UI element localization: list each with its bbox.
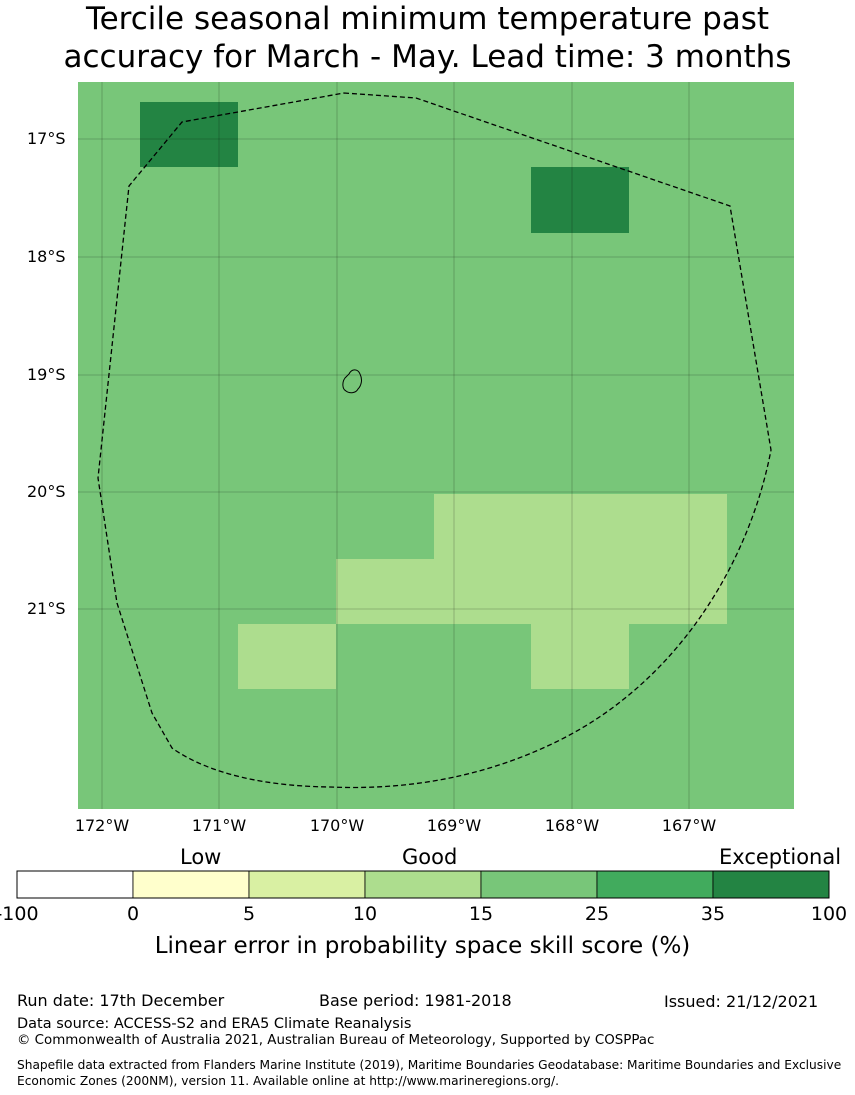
base-period: Base period: 1981-2018 bbox=[319, 991, 512, 1010]
grid-cell bbox=[336, 559, 727, 624]
grid-cell bbox=[727, 363, 794, 428]
colorbar-tick: -100 bbox=[0, 903, 39, 925]
lon-label-171w: 171°W bbox=[191, 816, 247, 835]
lon-label-170w: 170°W bbox=[309, 816, 365, 835]
grid-cell bbox=[78, 624, 238, 689]
grid-cell bbox=[531, 428, 727, 494]
category-low: Low bbox=[180, 845, 222, 869]
grid-cell bbox=[336, 624, 531, 689]
grid-cell bbox=[78, 559, 140, 624]
lat-label-20s: 20°S bbox=[27, 482, 66, 501]
colorbar-tick: 5 bbox=[242, 903, 256, 925]
island-outline bbox=[342, 369, 362, 394]
grid-cell bbox=[531, 624, 629, 689]
colorbar-tick: 25 bbox=[584, 903, 610, 925]
grid-cell bbox=[629, 624, 727, 689]
colorbar-tick: 15 bbox=[468, 903, 494, 925]
category-exceptional: Exceptional bbox=[719, 845, 842, 869]
title-line-2: accuracy for March - May. Lead time: 3 m… bbox=[63, 39, 792, 75]
grid-cell bbox=[336, 428, 434, 494]
grid-cell bbox=[78, 755, 336, 809]
eez-boundary bbox=[97, 92, 772, 789]
category-good: Good bbox=[402, 845, 458, 869]
colorbar-segment bbox=[132, 870, 250, 899]
copyright: © Commonwealth of Australia 2021, Austra… bbox=[17, 1033, 655, 1048]
grid-cell bbox=[531, 167, 629, 233]
colorbar-tick: 100 bbox=[810, 903, 848, 925]
lon-label-169w: 169°W bbox=[426, 816, 482, 835]
chart-title: Tercile seasonal minimum temperature pas… bbox=[0, 0, 855, 76]
grid-cell bbox=[434, 494, 727, 559]
lon-label-167w: 167°W bbox=[661, 816, 717, 835]
colorbar-segment bbox=[248, 870, 366, 899]
colorbar-tick: 10 bbox=[352, 903, 378, 925]
shapefile-credit-line-2: Economic Zones (200NM), version 11. Avai… bbox=[17, 1074, 559, 1088]
colorbar-title: Linear error in probability space skill … bbox=[154, 933, 691, 959]
grid-cell bbox=[78, 494, 434, 559]
grid-cell bbox=[238, 624, 336, 689]
colorbar-tick: 0 bbox=[126, 903, 140, 925]
lat-label-18s: 18°S bbox=[27, 247, 66, 266]
colorbar-frame bbox=[16, 870, 830, 899]
colorbar-segment bbox=[712, 870, 830, 899]
colorbar-tick: 35 bbox=[700, 903, 726, 925]
grid-cell bbox=[78, 689, 238, 755]
grid-cell bbox=[238, 559, 336, 624]
data-source: Data source: ACCESS-S2 and ERA5 Climate … bbox=[17, 1016, 412, 1032]
shapefile-credit: Shapefile data extracted from Flanders M… bbox=[17, 1057, 847, 1089]
colorbar-segment bbox=[16, 870, 134, 899]
grid-cell bbox=[434, 755, 531, 809]
run-date: Run date: 17th December bbox=[17, 991, 225, 1010]
grid-cell bbox=[140, 102, 238, 167]
colorbar-segment bbox=[480, 870, 598, 899]
shapefile-credit-line-1: Shapefile data extracted from Flanders M… bbox=[17, 1058, 842, 1072]
grid-cell bbox=[336, 689, 727, 755]
issued-date: Issued: 21/12/2021 bbox=[664, 992, 819, 1011]
lat-label-21s: 21°S bbox=[27, 599, 66, 618]
grid-cell bbox=[727, 428, 794, 809]
lat-label-19s: 19°S bbox=[27, 365, 66, 384]
colorbar-segment bbox=[596, 870, 714, 899]
colorbar-segment bbox=[364, 870, 482, 899]
title-line-1: Tercile seasonal minimum temperature pas… bbox=[85, 1, 770, 37]
lon-label-172w: 172°W bbox=[74, 816, 130, 835]
grid-cell bbox=[78, 428, 238, 494]
lon-label-168w: 168°W bbox=[544, 816, 600, 835]
lat-label-17s: 17°S bbox=[27, 129, 66, 148]
